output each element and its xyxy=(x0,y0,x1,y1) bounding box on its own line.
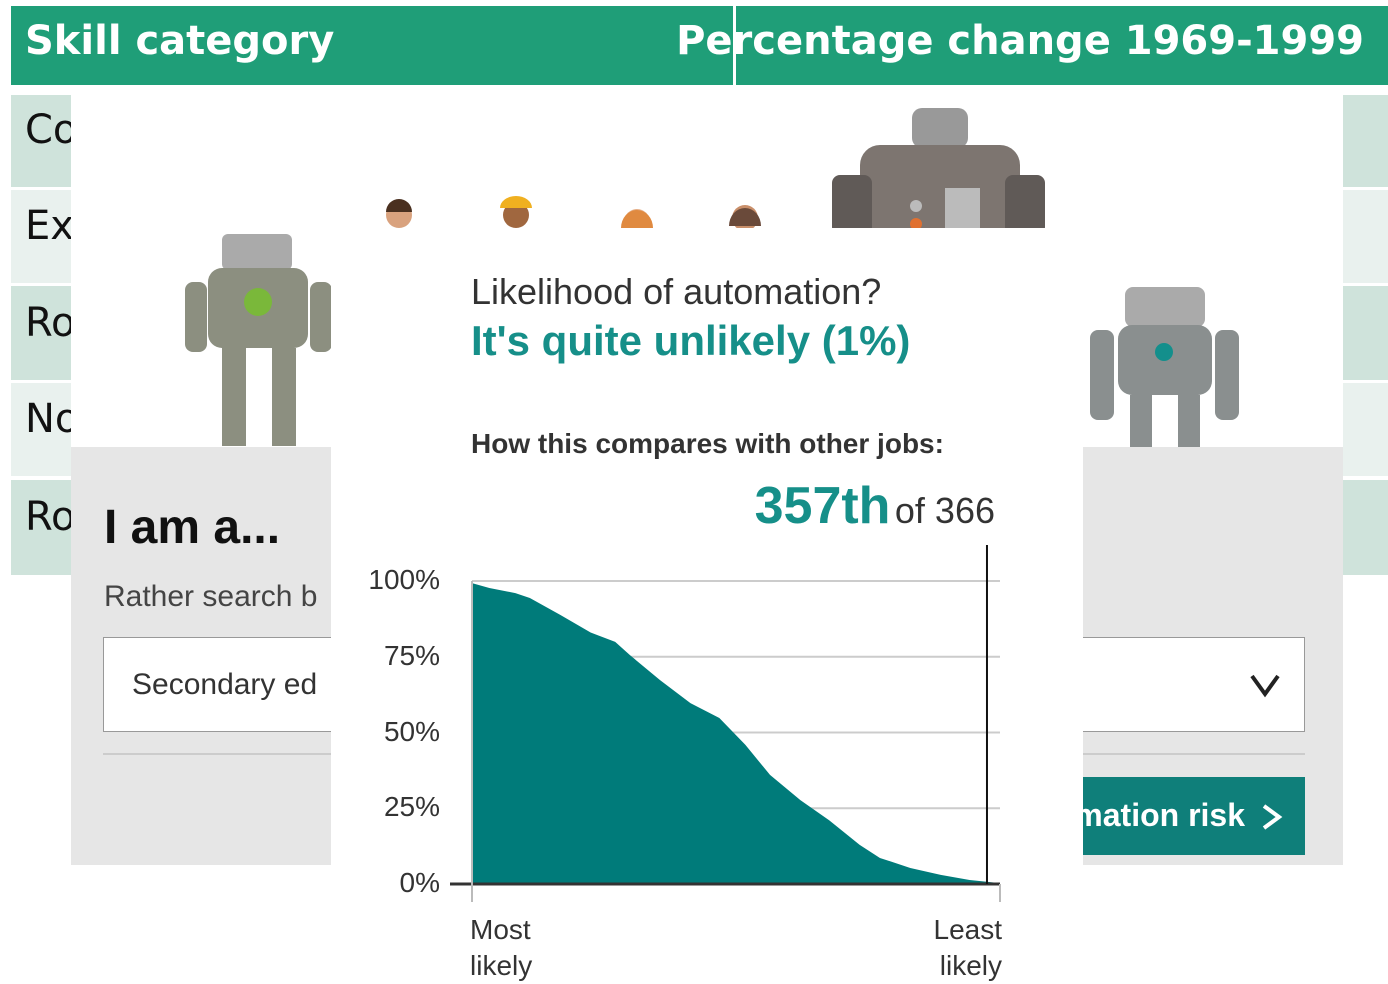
page: Skill category Percentage change 1969-19… xyxy=(0,0,1388,983)
y-tick-label: 50% xyxy=(330,716,440,748)
y-tick-label: 0% xyxy=(330,867,440,899)
y-tick-label: 100% xyxy=(330,564,440,596)
y-tick-label: 25% xyxy=(330,791,440,823)
x-tick-label: Most likely xyxy=(470,912,560,984)
y-tick-label: 75% xyxy=(330,640,440,672)
x-tick-label: Least likely xyxy=(912,912,1002,984)
chart xyxy=(0,0,1388,983)
area xyxy=(472,583,1000,884)
